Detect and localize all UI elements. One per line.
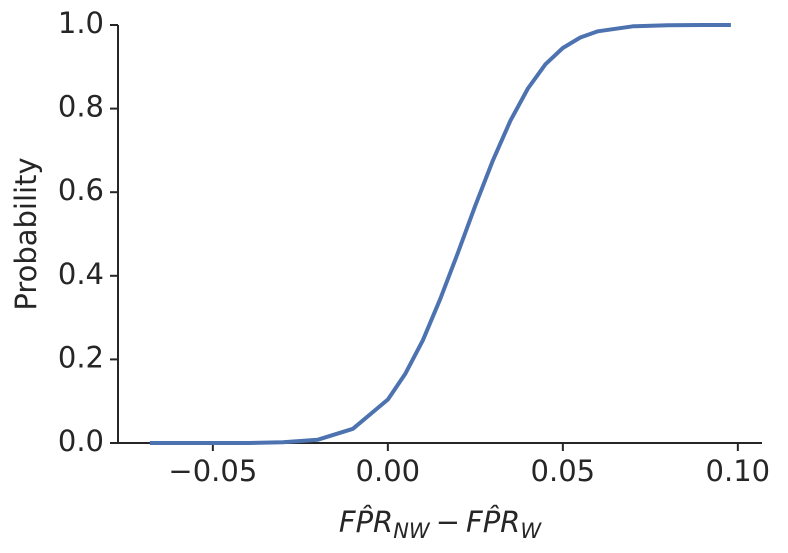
x-label-part: FP̂R <box>466 505 520 539</box>
x-tick-label: 0.00 <box>356 454 421 488</box>
x-label-sub: NW <box>393 519 431 543</box>
y-axis-label: Probability <box>9 157 43 310</box>
x-tick-label: 0.05 <box>531 454 596 488</box>
x-tick-label: 0.10 <box>706 454 771 488</box>
x-label-op: − <box>436 505 460 539</box>
y-tick-label: 0.8 <box>58 90 104 124</box>
y-tick-label: 0.4 <box>58 257 104 291</box>
ecdf-line <box>149 23 731 445</box>
x-axis-label: FP̂RNW − FP̂RW <box>339 505 542 543</box>
y-tick-label: 0.6 <box>58 173 104 207</box>
x-label-sub: W <box>520 519 542 543</box>
y-tick-label: 0.0 <box>58 424 104 458</box>
y-tick-label: 1.0 <box>58 6 104 40</box>
x-label-part: FP̂R <box>339 505 393 539</box>
x-tick-label: −0.05 <box>168 454 257 488</box>
y-tick-label: 0.2 <box>58 340 104 374</box>
